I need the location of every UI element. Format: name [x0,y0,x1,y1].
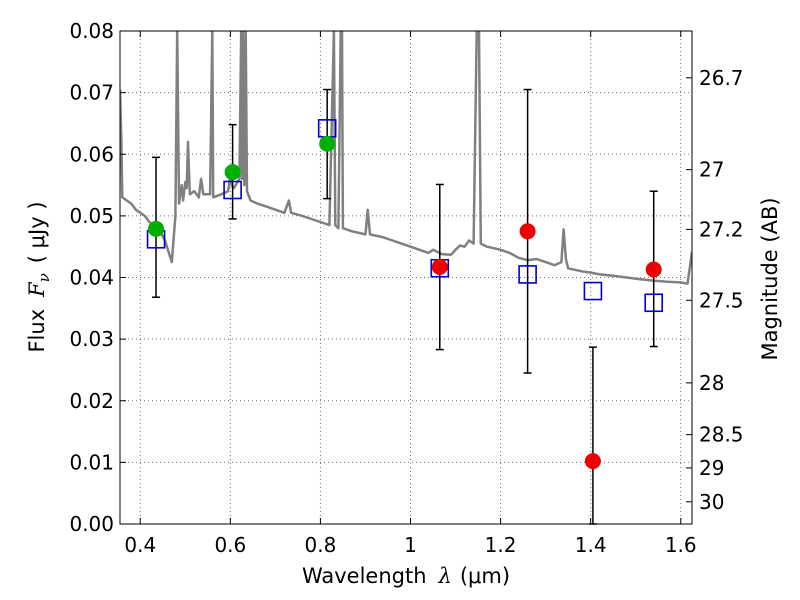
axis-ticks: 0.4 0.6 0.8 1 1.2 1.4 1.6 0.00 0.01 0.02 0.03 0.04 0… [69,19,743,557]
y-tick-label: 0.00 [69,512,114,536]
right-tick-label: 29 [699,456,724,480]
right-tick-label: 28 [699,371,724,395]
spectrum-line [120,31,692,285]
x-tick-label: 1 [404,533,417,557]
observed-point [519,223,536,240]
right-tick-label: 26.7 [699,66,744,90]
right-tick-label: 27 [699,158,724,182]
x-axis-label: Wavelength λ (μm) [302,564,510,588]
x-tick-label: 1.2 [485,533,517,557]
plot-frame [119,30,693,525]
y-tick-label: 0.02 [69,389,114,413]
y-tick-label: 0.03 [69,327,114,351]
grid-lines [120,30,692,525]
y-tick-label: 0.07 [69,81,114,105]
y-tick-label: 0.04 [69,266,114,290]
x-tick-label: 1.4 [575,533,607,557]
observed-points-layer [148,135,662,470]
y-tick-label: 0.06 [69,142,114,166]
observed-point [224,164,241,181]
right-tick-label: 27.5 [699,288,744,312]
x-tick-label: 0.6 [214,533,246,557]
observed-point [431,259,448,276]
model-photometry-square [518,265,537,284]
right-axis-label: Magnitude (AB) [758,197,782,360]
y-tick-label: 0.01 [69,450,114,474]
model-spectrum-layer [120,31,692,285]
right-tick-label: 27.2 [699,217,744,241]
y-tick-label: 0.08 [69,19,114,43]
observed-point [319,135,336,152]
x-tick-label: 0.4 [124,533,156,557]
y-axis-label: FluxFν( μJy ) [25,201,53,352]
observed-point [148,220,165,237]
right-tick-label: 30 [699,490,724,514]
x-tick-label: 0.8 [305,533,337,557]
model-photometry-square [223,180,242,200]
model-photometry-square [583,281,603,301]
x-tick-label: 1.6 [665,533,697,557]
model-photometry-square [644,293,664,313]
y-tick-label: 0.05 [69,204,114,228]
observed-point [584,453,601,470]
right-tick-label: 28.5 [699,423,744,447]
observed-point [645,261,662,278]
